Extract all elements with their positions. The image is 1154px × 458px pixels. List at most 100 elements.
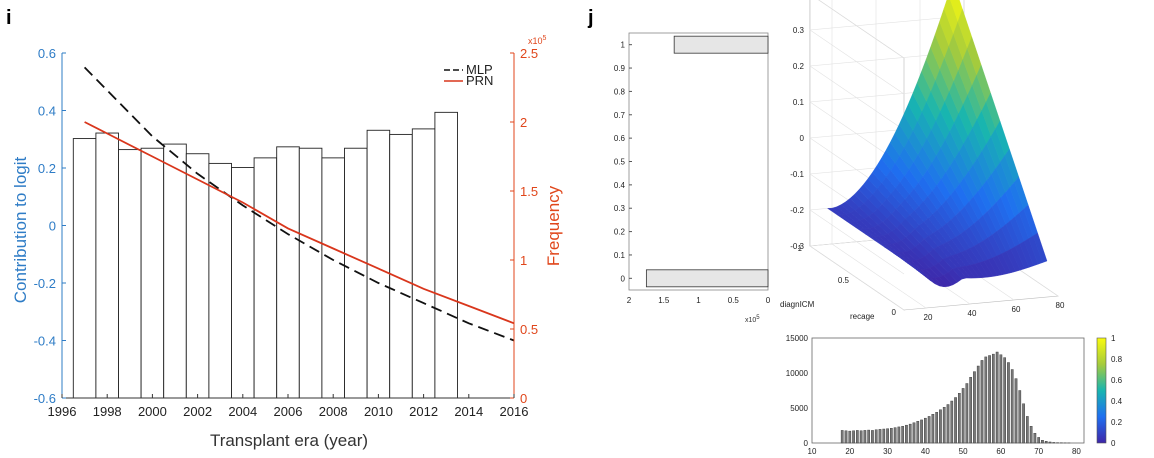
histogram-bar bbox=[942, 407, 946, 444]
histogram-bar bbox=[961, 388, 965, 444]
z-tick-label: -0.3 bbox=[790, 242, 804, 251]
y-tick-label: 5000 bbox=[790, 404, 808, 413]
y-tick-label: 0.1 bbox=[614, 251, 626, 260]
z-tick-label: 0 bbox=[800, 134, 805, 143]
frequency-bar bbox=[208, 162, 232, 399]
right-tick-label: 1.5 bbox=[520, 184, 538, 199]
y-tick-label: 1 bbox=[621, 41, 626, 50]
histogram-bar bbox=[916, 421, 920, 444]
grid-line bbox=[831, 0, 927, 309]
z-tick-label: -0.1 bbox=[790, 170, 804, 179]
left-tick-label: -0.6 bbox=[34, 391, 56, 406]
colorbar-tick-label: 1 bbox=[1111, 334, 1116, 343]
histogram-bar bbox=[848, 430, 852, 444]
y-tick-label: 0.5 bbox=[614, 158, 626, 167]
x-tick-label: 2 bbox=[627, 296, 632, 305]
histogram-bar bbox=[852, 430, 855, 444]
y-tick-label: 0.7 bbox=[614, 111, 626, 120]
x-tick-label: 1 bbox=[696, 296, 701, 305]
histogram-bar bbox=[939, 409, 942, 444]
left-tick-label: 0.6 bbox=[38, 46, 56, 61]
panel-i-lines bbox=[83, 66, 515, 342]
series-prn-line bbox=[84, 121, 515, 325]
histogram-bar bbox=[927, 416, 931, 444]
histogram-bar bbox=[976, 365, 980, 444]
frequency-bar bbox=[298, 147, 323, 399]
y-tick-label: 0 bbox=[892, 308, 897, 317]
panel-i-xlabel: Transplant era (year) bbox=[210, 431, 368, 450]
histogram-bar bbox=[1041, 440, 1044, 444]
y-tick-label: 0.6 bbox=[614, 134, 626, 143]
x-tick-label: 10 bbox=[808, 447, 817, 456]
frequency-bar bbox=[253, 157, 278, 399]
histogram-bar bbox=[931, 414, 935, 444]
category-bar bbox=[673, 35, 769, 54]
x-tick-label: 20 bbox=[845, 447, 854, 456]
y-tick-label: 0.4 bbox=[614, 181, 626, 190]
histogram-bar bbox=[863, 430, 867, 444]
x-tick-label: 40 bbox=[968, 309, 977, 318]
y-tick-label: 0 bbox=[804, 439, 809, 448]
histogram-bar bbox=[1044, 441, 1048, 444]
histogram-bar bbox=[920, 419, 923, 444]
series-mlp-line bbox=[83, 66, 515, 342]
histogram-bar bbox=[886, 428, 889, 444]
panel-j-bottom-histogram: 0 5000 10000 15000 10 20 30 40 50 60 70 80 bbox=[786, 334, 1085, 456]
x-tick-label: 60 bbox=[1012, 305, 1021, 314]
y-tick-label: 0.5 bbox=[838, 276, 850, 285]
histogram-bar bbox=[1010, 369, 1014, 444]
histogram-bar bbox=[1022, 403, 1025, 444]
histogram-bar bbox=[856, 430, 859, 444]
panel-i-axes: -0.6 -0.4 -0.2 0 0.2 0.4 0.6 0 0.5 1 1.5 2 2.5 1996 19… bbox=[34, 46, 538, 419]
z-tick-label: 0.3 bbox=[793, 26, 805, 35]
right-tick-label: 2.5 bbox=[520, 46, 538, 61]
histogram-bar bbox=[882, 428, 886, 444]
histogram-bar bbox=[954, 397, 957, 444]
grid-line bbox=[809, 15, 965, 95]
y-tick-label: 0 bbox=[621, 274, 626, 283]
left-tick-label: 0 bbox=[49, 219, 56, 234]
histogram-bar bbox=[1048, 441, 1052, 444]
x-tick-label: 2004 bbox=[228, 404, 257, 419]
panel-j-surface-plot: -0.3-0.2-0.100.10.20.30.42040608000.51 bbox=[790, 0, 1065, 322]
histogram-bar bbox=[912, 422, 916, 444]
colorbar-tick-label: 0.6 bbox=[1111, 376, 1123, 385]
x-tick-label: 40 bbox=[921, 447, 930, 456]
colorbar-tick-label: 0.4 bbox=[1111, 397, 1123, 406]
left-tick-label: -0.4 bbox=[34, 334, 56, 349]
frequency-bar bbox=[95, 132, 119, 399]
y-tick-label: 0.2 bbox=[614, 228, 626, 237]
histogram-bar bbox=[1033, 433, 1037, 444]
panel-i-letter: i bbox=[6, 7, 12, 29]
legend-mlp-label: MLP bbox=[466, 62, 493, 77]
frequency-bar bbox=[389, 133, 413, 399]
histogram-bar bbox=[844, 430, 848, 444]
histogram-bar bbox=[995, 351, 999, 444]
histogram-bar bbox=[867, 429, 870, 444]
histogram-bar bbox=[946, 404, 950, 444]
histogram-bar bbox=[1029, 426, 1033, 444]
histogram-bar bbox=[1007, 362, 1010, 444]
right-tick-label: 0.5 bbox=[520, 322, 538, 337]
histogram-bar bbox=[1052, 442, 1056, 444]
x-tick-label: 2014 bbox=[454, 404, 483, 419]
x-tick-label: 1.5 bbox=[658, 296, 670, 305]
surface-ylabel: diagnICM bbox=[780, 300, 815, 309]
histogram-bar bbox=[859, 430, 863, 444]
histogram-bar bbox=[840, 430, 844, 444]
panel-j-left-multiplier: x105 bbox=[745, 315, 760, 324]
x-tick-label: 70 bbox=[1034, 447, 1043, 456]
frequency-bar bbox=[140, 147, 165, 399]
grid-line bbox=[809, 51, 965, 131]
histogram-bar bbox=[1025, 416, 1029, 444]
x-tick-label: 50 bbox=[959, 447, 968, 456]
x-tick-label: 0.5 bbox=[728, 296, 740, 305]
left-tick-label: -0.2 bbox=[34, 276, 56, 291]
grid-line bbox=[818, 0, 905, 59]
y-tick-label: 0.8 bbox=[614, 87, 626, 96]
histogram-bar bbox=[878, 429, 882, 444]
frequency-bar bbox=[163, 143, 187, 399]
histogram-bar bbox=[973, 371, 976, 444]
x-tick-label: 2010 bbox=[364, 404, 393, 419]
frequency-bar bbox=[344, 147, 368, 399]
